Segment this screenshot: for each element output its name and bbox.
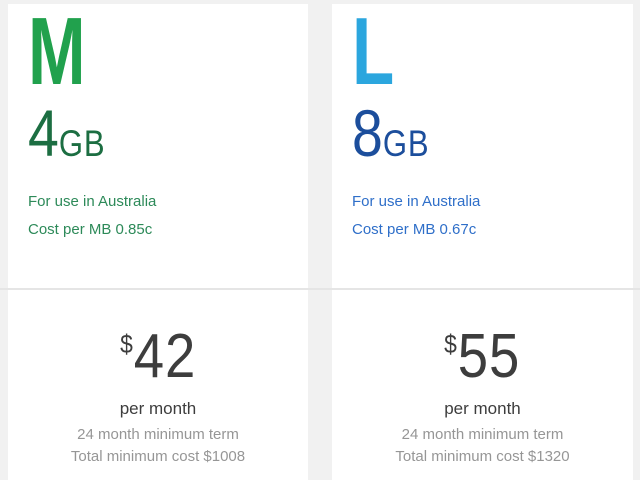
price-card-l[interactable]: $55 per month 24 month minimum term Tota…	[332, 290, 633, 480]
plan-size-letter-text: M	[28, 0, 86, 105]
plan-info: For use in Australia Cost per MB 0.85c	[28, 188, 292, 244]
price: $55	[332, 313, 633, 388]
data-amount-value: 8	[352, 96, 383, 170]
total-minimum-cost-label: Total minimum cost $1008	[70, 448, 246, 465]
plan-size-letter-text: L	[352, 0, 395, 105]
plan-card-m[interactable]: M 4GB For use in Australia Cost per MB 0…	[8, 4, 308, 288]
plan-info-cost-line: Cost per MB 0.67c	[352, 221, 477, 238]
plan-card-l[interactable]: L 8GB For use in Australia Cost per MB 0…	[332, 4, 633, 288]
data-amount-unit: GB	[58, 123, 106, 164]
data-amount-unit: GB	[382, 123, 430, 164]
per-month-label: per month	[119, 399, 197, 418]
price-value: 42	[133, 322, 197, 391]
plan-data-allowance: 4GB	[28, 100, 292, 166]
total-minimum-cost-label: Total minimum cost $1320	[395, 448, 570, 465]
plan-info-cost-line: Cost per MB 0.85c	[28, 221, 153, 238]
plan-info-usage-line: For use in Australia	[352, 193, 481, 210]
plan-size-letter: M	[28, 4, 292, 100]
minimum-term-label: 24 month minimum term	[77, 426, 239, 443]
data-amount-value: 4	[28, 96, 59, 170]
price-value: 55	[458, 322, 521, 391]
plan-info: For use in Australia Cost per MB 0.67c	[352, 188, 617, 244]
currency-symbol: $	[444, 329, 458, 359]
plan-size-letter: L	[352, 4, 617, 100]
plan-info-usage-line: For use in Australia	[28, 193, 157, 210]
price-card-m[interactable]: $42 per month 24 month minimum term Tota…	[8, 290, 308, 480]
price: $42	[8, 313, 308, 388]
row-divider	[0, 288, 640, 290]
per-month-label: per month	[444, 399, 521, 418]
currency-symbol: $	[119, 329, 133, 359]
plan-data-allowance: 8GB	[352, 100, 617, 166]
minimum-term-label: 24 month minimum term	[401, 426, 564, 443]
